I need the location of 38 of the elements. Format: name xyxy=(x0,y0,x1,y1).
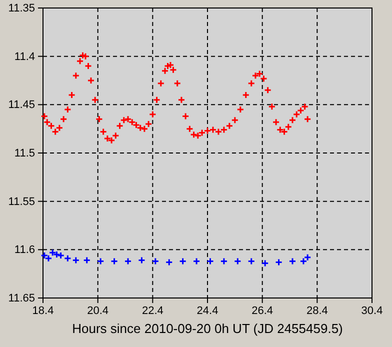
y-tick-label: 11.55 xyxy=(8,196,35,208)
point xyxy=(275,258,283,266)
point xyxy=(234,258,242,266)
x-tick-label: 22.4 xyxy=(142,304,164,317)
point xyxy=(83,256,91,264)
point xyxy=(152,258,160,266)
point xyxy=(206,258,214,266)
y-tick-label: 11.35 xyxy=(8,2,35,15)
point xyxy=(261,259,269,267)
y-tick-label: 11.45 xyxy=(8,99,35,112)
y-tick-label: 11.6 xyxy=(14,244,35,256)
x-tick-label: 18.4 xyxy=(32,304,54,317)
y-tick-label: 11.65 xyxy=(8,292,35,305)
point xyxy=(44,254,52,262)
point xyxy=(248,258,256,266)
point xyxy=(40,252,48,260)
point xyxy=(72,256,80,264)
x-tick-label: 26.4 xyxy=(252,304,274,317)
point xyxy=(220,258,228,266)
y-tick-label: 11.4 xyxy=(14,50,35,63)
point xyxy=(165,258,173,266)
point xyxy=(288,258,296,266)
x-tick-label: 28.4 xyxy=(306,304,328,317)
point xyxy=(110,258,118,266)
point xyxy=(124,258,132,266)
x-tick-label: 24.4 xyxy=(196,304,218,317)
point xyxy=(304,254,312,262)
point xyxy=(48,248,56,256)
point xyxy=(300,258,308,266)
x-tick-label: 20.4 xyxy=(87,304,109,317)
point xyxy=(179,258,187,266)
point xyxy=(64,254,72,262)
point xyxy=(96,258,104,266)
x-tick-label: 30.4 xyxy=(361,304,383,317)
point xyxy=(192,258,200,266)
x-axis-title: Hours since 2010-09-20 0h UT (JD 2455459.5) xyxy=(72,321,343,336)
point xyxy=(138,256,146,264)
y-tick-label: 11.5 xyxy=(14,148,35,160)
